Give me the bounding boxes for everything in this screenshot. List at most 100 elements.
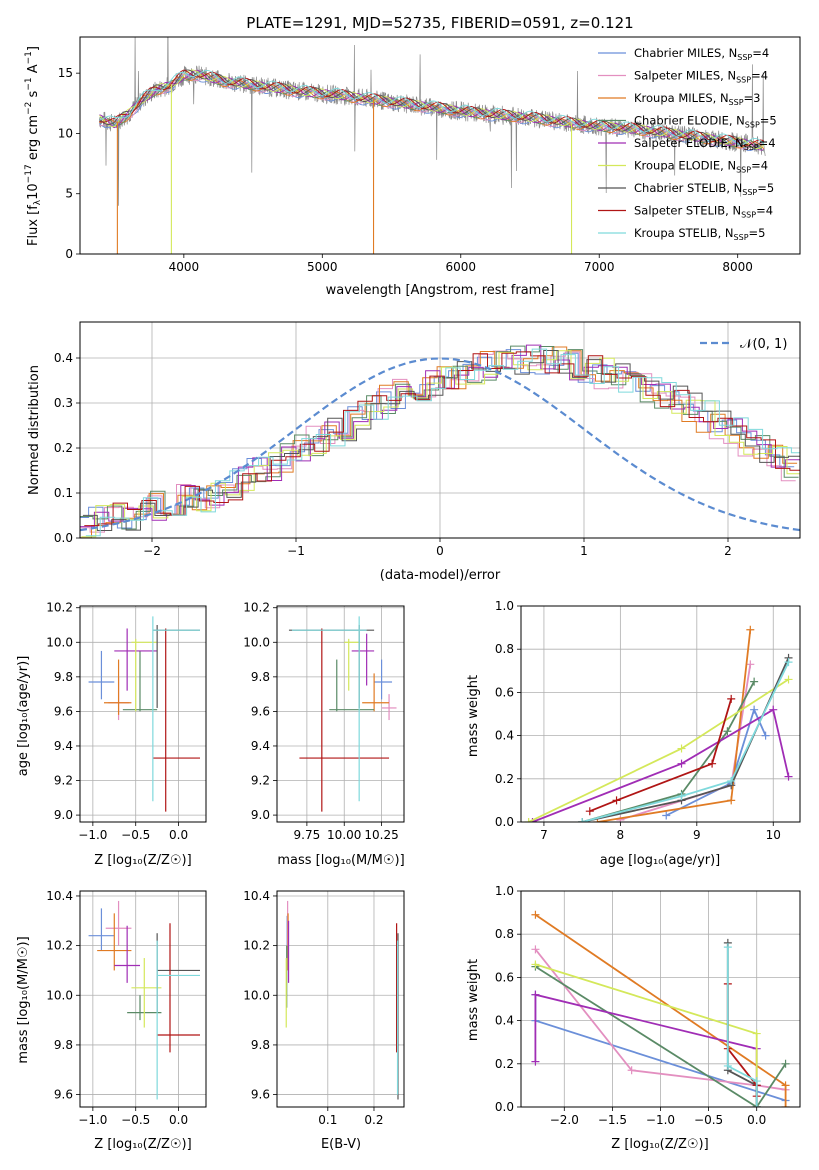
age-mass-ytick-label: 10.0 [243,635,270,649]
weight-Z-xtick-label: −1.0 [646,1113,675,1127]
spectrum-axes: 4000 5000 6000 7000 8000 0 5 10 15 [58,66,753,274]
age-Z-plot [88,616,200,812]
age-mass-xlabel: mass [log₁₀(M/M☉)] [277,853,404,868]
mass-ebv-xtick-label: 0.1 [318,1113,337,1127]
weight-age-series-line [589,698,733,813]
spectrum-model-line [99,69,765,150]
weight-Z-ytick-label: 0.8 [495,927,514,941]
spectrum-ytick-label: 0 [65,247,73,261]
weight-age-series-line [532,708,790,822]
weight-Z-point-marker [531,990,540,999]
mass-ebv-xlabel: E(B-V) [321,1137,361,1152]
spectrum-frame [79,36,801,255]
weight-age-series-line [581,661,790,822]
weight-Z-ytick-label: 0.2 [495,1057,514,1071]
weight-Z-point-marker [723,943,732,952]
age-Z-xtick-label: −0.5 [121,828,150,842]
age-Z-ytick-label: 10.2 [46,601,73,615]
weight-Z-xtick-label: 0.0 [747,1113,766,1127]
residuals-ytick-label: 0.0 [54,531,73,545]
residuals-xtick-label: 1 [580,544,588,558]
mass-ebv-frame [276,890,405,1108]
weight-Z-point-marker [781,1059,790,1068]
residuals-ytick-label: 0.1 [54,486,73,500]
weight-age-point-marker [769,705,778,714]
weight-age-xtick-label: 7 [540,828,548,842]
weight-age-series-line [581,681,755,822]
mass-Z-plot [88,900,200,1100]
age-mass-ytick-label: 9.2 [251,774,270,788]
spectrum-data-line [99,37,766,206]
weight-Z-frame [520,890,801,1108]
legend-label: Chabrier ELODIE, NSSP=5 [634,114,777,130]
weight-age-series-line [582,657,790,822]
mass-Z-xtick-label: −1.0 [78,1113,107,1127]
mass-ebv-xtick-label: 0.2 [364,1113,383,1127]
weight-age-point-marker [727,694,736,703]
weight-age-point-marker [750,705,759,714]
mass-Z-frame [79,890,207,1108]
mass-Z-xlabel: Z [log₁₀(Z/Z☉)] [94,1137,191,1152]
weight-age-point-marker [750,677,759,686]
weight-Z-xtick-label: −0.5 [694,1113,723,1127]
mass-Z-xtick-label: −0.5 [121,1113,150,1127]
weight-age-point-marker [723,727,732,736]
weight-age-point-marker [677,759,686,768]
mass-ebv-ytick-label: 9.8 [251,1038,270,1052]
age-Z-frame [79,605,207,823]
age-mass-xtick-label: 9.75 [294,828,321,842]
spectrum-model-line [99,73,765,152]
residuals-axes: −2 −1 0 1 2 0.0 0.1 0.2 0.3 0.4 [54,322,800,558]
gaussian-legend-label: 𝒩(0, 1) [740,337,787,352]
residuals-hist [80,344,800,528]
spectrum-xtick-label: 8000 [722,260,753,274]
residuals-xtick-label: 0 [436,544,444,558]
age-mass-ytick-label: 9.0 [251,808,270,822]
mass-Z-ytick-label: 10.0 [46,988,73,1002]
residuals-ytick-label: 0.2 [54,441,73,455]
weight-Z-point-marker [627,1066,636,1075]
spectrum-ylabel: Flux [fλ10−17 erg cm−2 s−1 A−1] [24,46,43,246]
weight-age-point-marker [612,796,621,805]
mass-ebv-ytick-label: 9.6 [251,1088,270,1102]
age-mass-xtick-label: 10.25 [364,828,398,842]
weight-age-xtick-label: 9 [693,828,701,842]
residuals-hist [84,351,800,527]
weight-Z-point-marker [531,960,540,969]
residuals-hist [80,345,799,530]
weight-Z-xtick-label: −2.0 [550,1113,579,1127]
age-mass-xtick-label: 10.00 [327,828,361,842]
residuals-xtick-label: 2 [724,544,732,558]
weight-age-ytick-label: 0.0 [495,815,514,829]
weight-age-point-marker [727,796,736,805]
legend-label: Salpeter ELODIE, NSSP=4 [634,136,776,152]
mass-ebv-ytick-label: 10.4 [243,889,270,903]
weight-Z-point-marker [752,1077,761,1086]
mass-ebv-axes: 0.1 0.2 9.6 9.8 10.0 10.2 10.4 [243,889,404,1127]
weight-age-ytick-label: 0.2 [495,772,514,786]
weight-Z-xtick-label: −1.5 [598,1113,627,1127]
weight-Z-point-marker [781,1081,790,1090]
residuals-ylabel: Normed distribution [27,365,42,495]
weight-age-point-marker [616,815,625,822]
age-Z-xlabel: Z [log₁₀(Z/Z☉)] [94,853,191,868]
spectrum-legend: Chabrier MILES, NSSP=4 Salpeter MILES, NS… [598,46,777,242]
spectrum-model-line [99,69,765,146]
age-mass-frame [276,605,405,823]
age-Z-ylabel: age [log₁₀(age/yr)] [16,656,31,777]
gaussian-curve [80,357,800,532]
weight-Z-ylabel: mass weight [466,959,481,1041]
mass-Z-ytick-label: 10.2 [46,939,73,953]
legend-label: Chabrier MILES, NSSP=4 [634,46,769,62]
weight-age-xtick-label: 10 [766,828,781,842]
spectrum-title: PLATE=1291, MJD=52735, FIBERID=0591, z=0… [246,14,633,32]
residuals-ytick-label: 0.3 [54,396,73,410]
spectrum-xtick-label: 6000 [445,260,476,274]
weight-Z-plot [531,910,790,1107]
age-mass-ytick-label: 9.4 [251,739,270,753]
spectrum-xtick-label: 4000 [169,260,200,274]
age-Z-xtick-label: 0.0 [169,828,188,842]
weight-age-point-marker [585,807,594,816]
weight-age-point-marker [746,660,755,669]
